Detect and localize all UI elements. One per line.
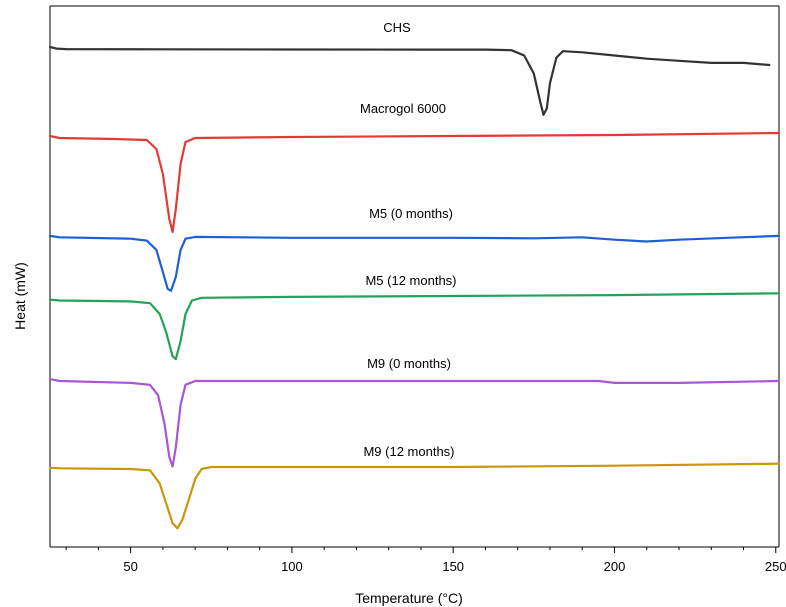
series-line-2 [48, 131, 781, 234]
x-tick-label: 150 [442, 559, 464, 574]
series-label-4: M5 (12 months) [365, 273, 456, 288]
series-label-1: CHS [383, 20, 411, 35]
series-label-2: Macrogol 6000 [360, 101, 446, 116]
series-line-4 [48, 292, 781, 361]
x-tick-label: 100 [281, 559, 303, 574]
series-label-6: M9 (12 months) [363, 444, 454, 459]
curves [48, 45, 781, 530]
x-tick-label: 200 [604, 559, 626, 574]
axes: 50 100 150 200 250 [49, 5, 786, 574]
series-line-5 [48, 378, 781, 468]
curve-labels: CHS Macrogol 6000 M5 (0 months) M5 (12 mont… [360, 20, 457, 459]
series-line-3 [48, 234, 781, 292]
series-line-6 [48, 462, 781, 530]
x-tick-label: 250 [765, 559, 786, 574]
series-line-1 [48, 45, 771, 116]
y-axis-title: Heat (mW) [12, 262, 28, 330]
series-label-3: M5 (0 months) [369, 206, 453, 221]
series-label-5: M9 (0 months) [367, 356, 451, 371]
x-tick-label: 50 [123, 559, 137, 574]
x-axis-title: Temperature (°C) [355, 590, 463, 606]
